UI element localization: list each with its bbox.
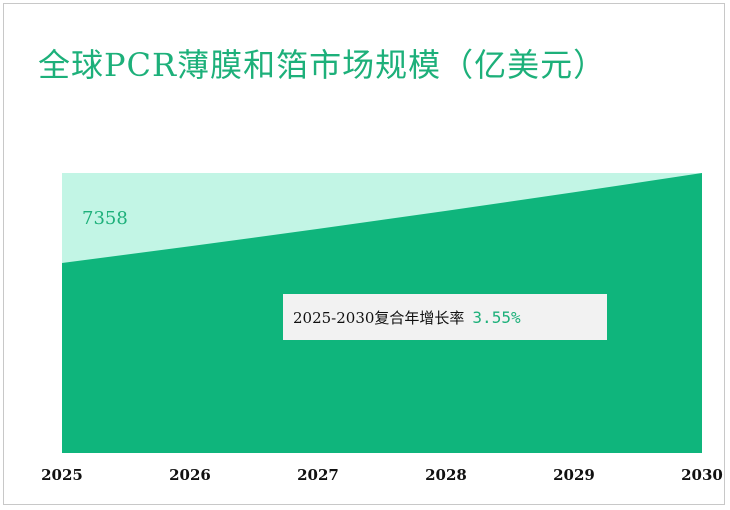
- x-tick-label: 2026: [169, 466, 211, 484]
- x-tick-label: 2030: [681, 466, 723, 484]
- x-tick-label: 2029: [553, 466, 595, 484]
- cagr-value: 3.55%: [472, 307, 521, 327]
- cagr-label: 2025-2030复合年增长率: [293, 308, 465, 327]
- chart-title: 全球PCR薄膜和箔市场规模（亿美元）: [38, 46, 607, 84]
- x-tick-label: 2028: [425, 466, 467, 484]
- x-tick-label: 2027: [297, 466, 339, 484]
- data-label-2025: 7358: [82, 208, 128, 229]
- x-tick-label: 2025: [41, 466, 83, 484]
- cagr-box: 2025-2030复合年增长率 3.55%: [283, 294, 607, 340]
